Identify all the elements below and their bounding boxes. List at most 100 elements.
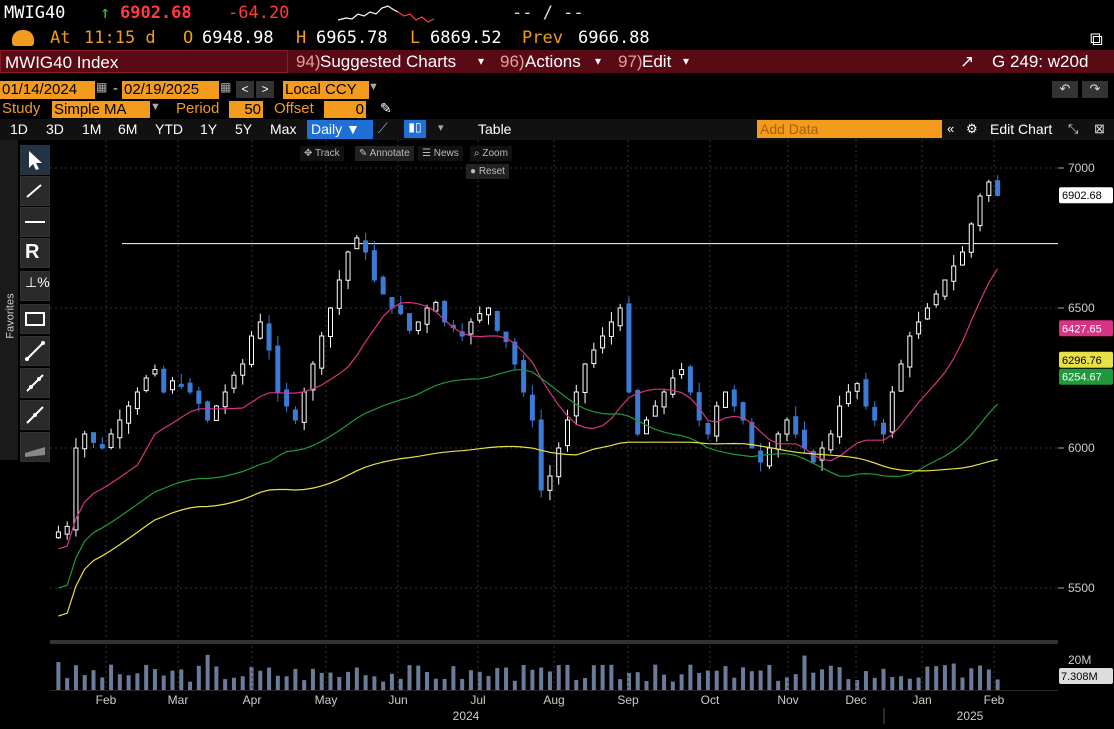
volume-bar — [547, 671, 552, 690]
track-label: Track — [314, 148, 340, 159]
study-label: Study — [2, 100, 41, 117]
percent-tool[interactable]: ⊥% — [20, 271, 50, 301]
prev-period-button[interactable]: < — [236, 81, 254, 98]
candle-body — [951, 265, 957, 282]
fibonacci-tool[interactable] — [20, 400, 50, 430]
volume-bar — [486, 676, 491, 690]
candle-body — [556, 447, 562, 478]
next-period-button[interactable]: > — [256, 81, 274, 98]
volume-bar — [196, 665, 201, 690]
candle-body — [205, 401, 211, 421]
grid-icon[interactable]: ⊠ — [1094, 121, 1105, 136]
start-date-input[interactable]: 01/14/2024 — [0, 81, 95, 99]
x-tick-label: Oct — [701, 693, 720, 707]
candle-body — [916, 321, 922, 335]
line-chart-icon[interactable]: ⟋ — [378, 120, 388, 136]
candle-body — [591, 349, 597, 365]
news-button[interactable]: ☰ News — [418, 146, 463, 161]
candle-body — [178, 383, 184, 387]
zoom-button[interactable]: ⌕ Zoom — [470, 146, 512, 161]
suggested-charts-menu[interactable]: Suggested Charts — [320, 52, 457, 71]
undo-button[interactable]: ↶ — [1052, 81, 1078, 98]
range-1d[interactable]: 1D — [10, 121, 28, 137]
period-input[interactable]: 50 — [229, 101, 263, 118]
volume-bar — [240, 676, 245, 690]
volume-bar — [372, 676, 377, 690]
volume-bar — [653, 664, 658, 690]
study-select[interactable]: Simple MA — [52, 101, 150, 118]
calendar-icon[interactable]: ▦ — [220, 80, 232, 94]
ma-pink-tag: 6427.65 — [1062, 323, 1102, 335]
candle-body — [477, 313, 483, 321]
volume-bar — [73, 665, 78, 690]
range-max[interactable]: Max — [270, 121, 297, 137]
export-icon[interactable]: ↗ — [960, 52, 975, 71]
add-data-input[interactable]: Add Data — [757, 120, 942, 138]
reset-label: Reset — [478, 166, 505, 177]
range-6m[interactable]: 6M — [118, 121, 138, 137]
year-label: 2024 — [453, 709, 480, 723]
volume-bar — [363, 675, 368, 690]
price-chart-svg[interactable] — [50, 140, 1058, 644]
candle-body — [442, 300, 448, 323]
chart-settings-icon[interactable]: ⤡ — [1068, 121, 1079, 136]
popout-icon[interactable]: ⧉ — [1090, 29, 1103, 49]
annotate-button[interactable]: ✎ Annotate — [355, 146, 414, 161]
candle-body — [143, 377, 149, 392]
draw-tool[interactable] — [20, 176, 50, 206]
rectangle-tool[interactable] — [20, 304, 50, 334]
pane-divider[interactable] — [50, 640, 1058, 644]
volume-bar — [381, 681, 386, 690]
actions-menu[interactable]: Actions — [525, 52, 581, 71]
currency-select[interactable]: Local CCY — [283, 81, 369, 99]
channel-tool[interactable] — [20, 368, 50, 398]
cursor-tool[interactable] — [20, 145, 50, 175]
volume-bar — [591, 665, 596, 690]
volume-bar — [697, 673, 702, 690]
prev-value: 6966.88 — [578, 28, 650, 48]
chevron-down-icon[interactable]: ▾ — [438, 122, 444, 134]
candle-body — [328, 307, 333, 337]
track-button[interactable]: ✥ Track — [300, 146, 344, 161]
x-tick-label: Feb — [984, 693, 1005, 707]
edit-chart-button[interactable]: Edit Chart — [990, 121, 1053, 137]
range-ytd[interactable]: YTD — [155, 121, 183, 137]
price-chart[interactable] — [50, 140, 1058, 644]
candle-body — [117, 419, 123, 439]
redo-button[interactable]: ↷ — [1082, 81, 1108, 98]
calendar-icon[interactable]: ▦ — [96, 80, 108, 94]
range-5y[interactable]: 5Y — [235, 121, 253, 137]
command-bar: MWIG40 Index 94) Suggested Charts ▾ 96) … — [0, 50, 1114, 73]
volume-bar — [986, 669, 991, 690]
high-value: 6965.78 — [316, 28, 388, 48]
trendline-tool[interactable] — [20, 336, 50, 366]
offset-input[interactable]: 0 — [324, 101, 366, 118]
volume-bar — [969, 668, 974, 690]
range-1y[interactable]: 1Y — [200, 121, 218, 137]
end-date-input[interactable]: 02/19/2025 — [122, 81, 219, 99]
volume-bar — [56, 662, 61, 690]
date-dash: - — [113, 80, 118, 97]
ray-tool[interactable]: R — [20, 238, 50, 268]
collapse-icon[interactable]: « — [947, 121, 955, 136]
favorites-sidebar[interactable]: Favorites — [0, 140, 18, 460]
low-label: L — [410, 28, 421, 48]
candle-body — [845, 391, 851, 405]
table-button[interactable]: Table — [478, 121, 512, 137]
security-field[interactable]: MWIG40 Index — [0, 50, 288, 73]
pattern-tool[interactable] — [20, 432, 50, 462]
pencil-icon[interactable]: ✎ — [380, 100, 392, 116]
volume-bar — [583, 677, 588, 690]
candle-chart-icon[interactable]: ▮▯ — [404, 120, 426, 138]
edit-menu[interactable]: Edit — [642, 52, 672, 71]
settings-icon[interactable]: ⚙ — [966, 121, 978, 136]
candle-body — [740, 402, 746, 421]
x-tick-label: Nov — [777, 693, 798, 707]
reset-button[interactable]: ● Reset — [466, 164, 509, 179]
ma-green-tag-bg — [1059, 368, 1113, 385]
range-1m[interactable]: 1M — [82, 121, 102, 137]
range-3d[interactable]: 3D — [46, 121, 64, 137]
horizontal-line-tool[interactable] — [20, 207, 50, 237]
ma-pink-line — [58, 268, 999, 550]
frequency-select[interactable]: Daily ▼ — [307, 120, 373, 139]
